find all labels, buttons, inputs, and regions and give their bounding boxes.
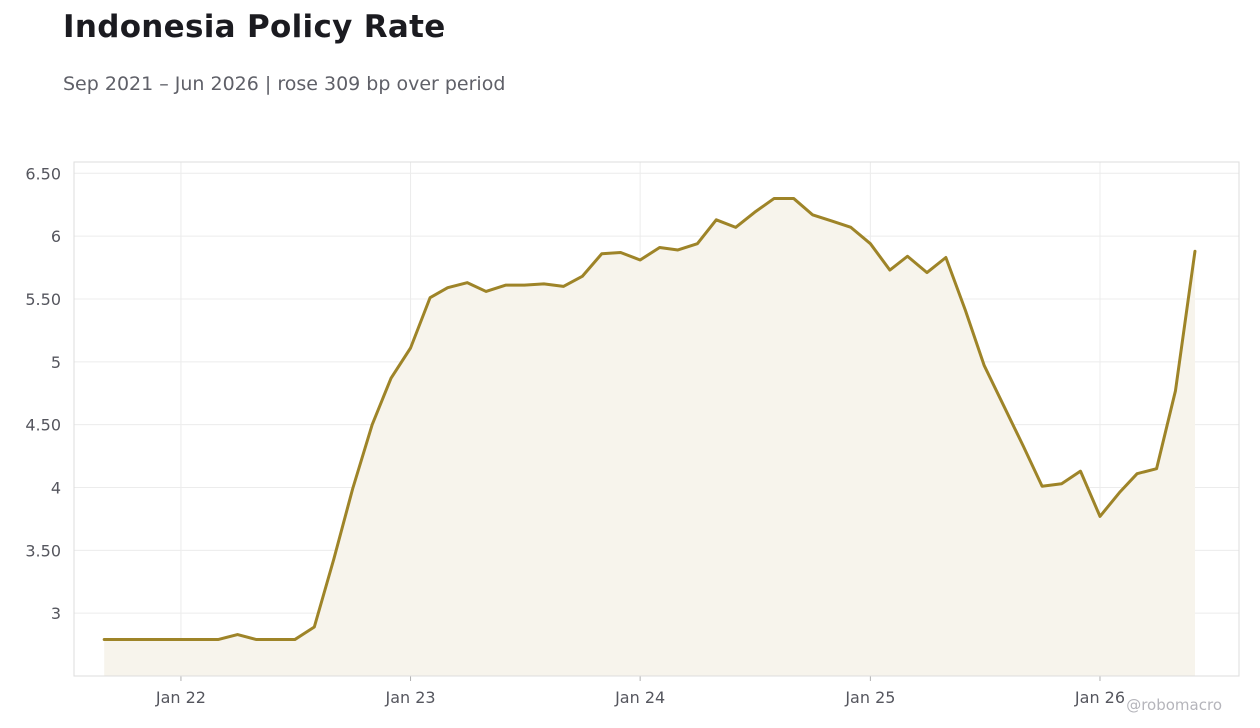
- x-tick-label: Jan 26: [1074, 688, 1125, 707]
- y-tick-label: 6.50: [25, 164, 61, 183]
- chart-title: Indonesia Policy Rate: [63, 9, 446, 45]
- chart-subtitle: Sep 2021 – Jun 2026 | rose 309 bp over p…: [63, 73, 506, 95]
- y-tick-label: 3: [51, 604, 61, 623]
- y-tick-label: 5.50: [25, 290, 61, 309]
- y-axis-labels: 3 3.50 4 4.50 5 5.50 6 6.50: [25, 164, 61, 623]
- x-axis-labels: Jan 22 Jan 23 Jan 24 Jan 25 Jan 26: [155, 688, 1125, 707]
- x-tick-label: Jan 22: [155, 688, 206, 707]
- x-tick-label: Jan 23: [384, 688, 435, 707]
- x-tick-label: Jan 25: [844, 688, 895, 707]
- series-line: [102, 196, 1197, 642]
- watermark: @robomacro: [1126, 696, 1222, 714]
- y-tick-label: 6: [51, 227, 61, 246]
- x-tick-label: Jan 24: [614, 688, 665, 707]
- plot-frame: [73, 161, 1240, 677]
- area-fill: [104, 198, 1195, 676]
- y-tick-label: 3.50: [25, 541, 61, 560]
- y-tick-label: 4: [51, 478, 61, 497]
- y-tick-label: 4.50: [25, 416, 61, 435]
- y-tick-label: 5: [51, 353, 61, 372]
